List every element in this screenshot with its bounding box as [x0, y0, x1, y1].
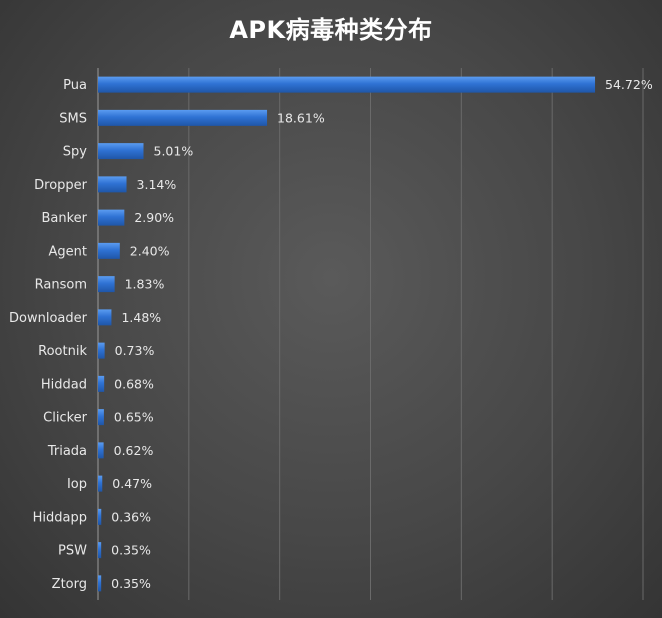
category-label: Hiddad: [41, 377, 87, 392]
category-label: Spy: [63, 145, 88, 160]
category-label: Downloader: [9, 311, 88, 326]
bar-agent: [98, 242, 120, 259]
bar-banker: [98, 209, 125, 226]
category-label: Dropper: [34, 178, 88, 193]
bar-pua: [98, 76, 596, 93]
category-label: Agent: [49, 244, 87, 259]
data-label: 1.83%: [125, 277, 165, 292]
data-label: 18.61%: [277, 110, 325, 125]
data-label: 5.01%: [154, 144, 194, 159]
data-label: 0.73%: [115, 343, 155, 358]
data-label: 0.35%: [111, 576, 151, 591]
bar-downloader: [98, 309, 112, 326]
category-label: SMS: [59, 111, 87, 126]
bar-psw: [98, 542, 102, 559]
data-label: 54.72%: [605, 77, 653, 92]
category-label: Hiddapp: [33, 510, 87, 525]
bar-triada: [98, 442, 104, 459]
data-label: 2.40%: [130, 243, 170, 258]
data-label: 0.62%: [114, 443, 154, 458]
bar-clicker: [98, 409, 104, 426]
bar-hiddapp: [98, 508, 102, 525]
data-label: 2.90%: [134, 210, 174, 225]
bar-rootnik: [98, 342, 105, 359]
category-label: Rootnik: [38, 344, 87, 359]
bar-ransom: [98, 276, 115, 293]
data-label: 0.35%: [111, 543, 151, 558]
bar-spy: [98, 143, 144, 160]
category-label: PSW: [58, 544, 87, 559]
bar-iop: [98, 475, 103, 492]
category-label: Banker: [41, 211, 87, 226]
bar-dropper: [98, 176, 127, 193]
bar-ztorg: [98, 575, 102, 592]
category-label: Iop: [67, 477, 87, 492]
data-label: 1.48%: [121, 310, 161, 325]
data-label: 3.14%: [137, 177, 177, 192]
category-label: Ztorg: [52, 577, 87, 592]
category-label: Clicker: [43, 411, 88, 426]
data-label: 0.36%: [111, 509, 151, 524]
data-label: 0.47%: [112, 476, 152, 491]
category-label: Pua: [63, 78, 87, 93]
data-label: 0.68%: [114, 376, 154, 391]
category-label: Ransom: [35, 278, 87, 293]
category-label: Triada: [47, 444, 87, 459]
bar-hiddad: [98, 375, 105, 392]
chart-title: APK病毒种类分布: [229, 16, 433, 44]
data-label: 0.65%: [114, 410, 154, 425]
bar-sms: [98, 109, 268, 126]
